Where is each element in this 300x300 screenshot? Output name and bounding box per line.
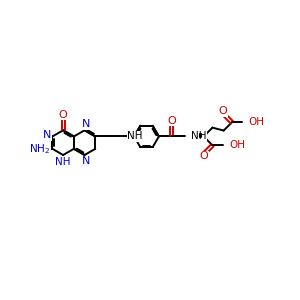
Text: OH: OH <box>249 117 265 127</box>
Text: N: N <box>82 119 90 129</box>
Text: O: O <box>167 116 176 126</box>
Text: NH: NH <box>127 131 142 142</box>
Text: O: O <box>219 106 227 116</box>
Text: NH: NH <box>191 131 206 142</box>
Text: OH: OH <box>229 140 245 150</box>
Text: NH: NH <box>56 158 71 167</box>
Text: O: O <box>199 151 208 161</box>
Text: NH$_2$: NH$_2$ <box>29 142 51 156</box>
Text: O: O <box>59 110 68 120</box>
Text: N: N <box>82 157 90 166</box>
Text: N: N <box>43 130 51 140</box>
